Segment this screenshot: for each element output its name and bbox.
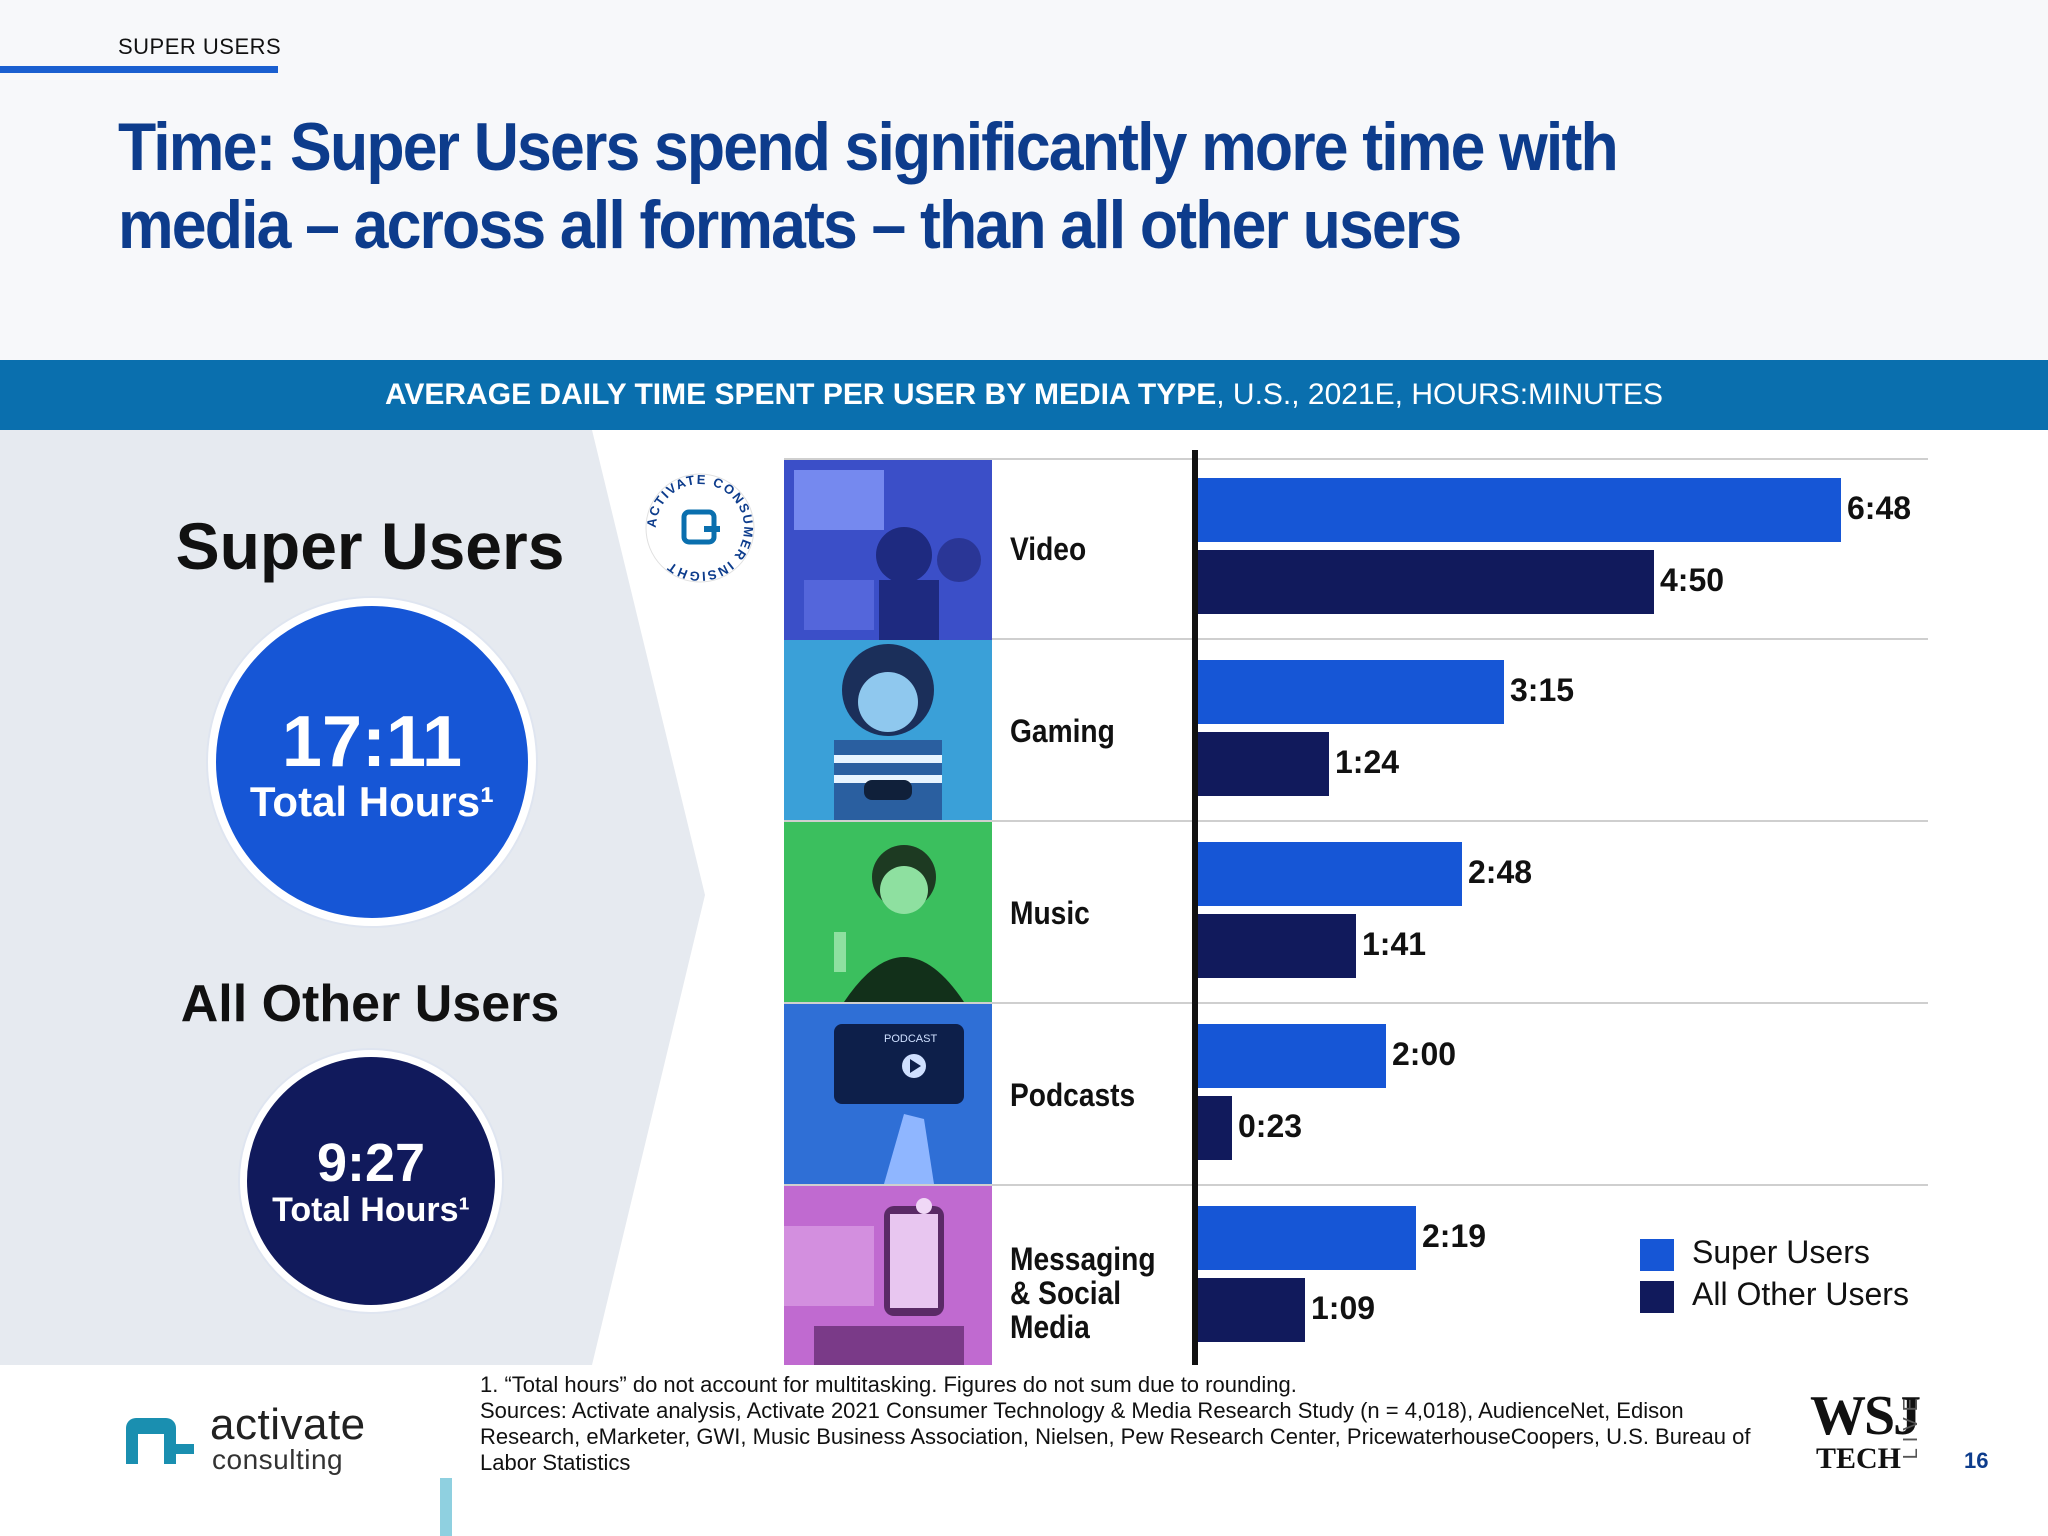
other-users-title: All Other Users <box>180 975 560 1033</box>
accent-bar <box>440 1478 452 1536</box>
legend-item-other: All Other Users <box>1640 1276 1909 1313</box>
banner-bold: AVERAGE DAILY TIME SPENT PER USER BY MED… <box>384 378 1217 411</box>
video-photo <box>784 460 992 640</box>
logo-name: activate <box>210 1400 366 1449</box>
section-label: SUPER USERS <box>118 34 282 59</box>
chart-banner: AVERAGE DAILY TIME SPENT PER USER BY MED… <box>0 360 2048 430</box>
wsj-tech-logo: WSJ TECH <box>1810 1385 1921 1475</box>
messaging-photo <box>784 1186 992 1366</box>
page-title: Time: Super Users spend significantly mo… <box>118 109 1619 263</box>
page-number: 16 <box>1964 1448 1989 1473</box>
section-underline <box>0 66 278 73</box>
row-divider <box>784 820 1928 822</box>
other-users-total-circle: 9:27 Total Hours¹ <box>240 1050 502 1312</box>
footnote: 1. “Total hours” do not account for mult… <box>480 1372 1780 1476</box>
bar-other-users-0 <box>1196 550 1654 614</box>
bar-other-users-3 <box>1196 1096 1232 1160</box>
wsj-tech-text: TECH <box>1816 1442 1902 1475</box>
row-divider <box>784 1184 1928 1186</box>
category-label-podcasts: Podcasts <box>1010 1077 1136 1113</box>
consumer-insight-seal: ACTIVATE CONSUMER INSIGHT <box>644 472 755 584</box>
footnote-sources: Sources: Activate analysis, Activate 202… <box>480 1398 1751 1475</box>
super-users-total-unit: Total Hours¹ <box>249 778 495 825</box>
category-label-messaging: Messaging & Social Media <box>1010 1241 1156 1345</box>
value-label-super-users-0: 6:48 <box>1847 490 1912 526</box>
bar-other-users-1 <box>1196 732 1329 796</box>
music-photo <box>784 822 992 1002</box>
category-label-music: Music <box>1010 895 1090 931</box>
value-label-other-users-0: 4:50 <box>1660 562 1725 598</box>
category-label-gaming: Gaming <box>1010 713 1115 749</box>
legend-swatch-super <box>1640 1238 1674 1271</box>
value-label-other-users-3: 0:23 <box>1238 1108 1303 1144</box>
podcasts-photo: PODCAST <box>784 1004 992 1184</box>
wsj-live-text: LIVE <box>1900 1392 1922 1460</box>
row-divider <box>784 458 1928 460</box>
row-divider <box>784 1002 1928 1004</box>
other-users-total-value: 9:27 <box>316 1133 426 1193</box>
value-label-super-users-1: 3:15 <box>1510 672 1575 708</box>
activate-logo-icon <box>126 1418 194 1464</box>
bar-super-users-1 <box>1196 660 1504 724</box>
bar-super-users-4 <box>1196 1206 1416 1270</box>
row-divider <box>784 638 1928 640</box>
banner-rest: , U.S., 2021E, HOURS:MINUTES <box>1216 378 1664 411</box>
gaming-photo <box>784 640 992 820</box>
value-label-super-users-2: 2:48 <box>1468 854 1533 890</box>
legend-swatch-other <box>1640 1280 1674 1313</box>
footer <box>0 1365 2048 1536</box>
value-label-other-users-1: 1:24 <box>1335 744 1400 780</box>
logo-subtitle: consulting <box>212 1444 344 1475</box>
super-users-total-value: 17:11 <box>281 702 463 782</box>
other-users-total-unit: Total Hours¹ <box>272 1191 470 1229</box>
bar-other-users-4 <box>1196 1278 1305 1342</box>
legend-label-other: All Other Users <box>1692 1276 1909 1312</box>
category-label-video: Video <box>1010 531 1087 567</box>
value-label-super-users-3: 2:00 <box>1392 1036 1457 1072</box>
value-label-other-users-2: 1:41 <box>1362 926 1427 962</box>
bar-other-users-2 <box>1196 914 1356 978</box>
value-label-super-users-4: 2:19 <box>1422 1218 1487 1254</box>
super-users-title: Super Users <box>175 509 565 583</box>
super-users-total-circle: 17:11 Total Hours¹ <box>208 598 536 926</box>
value-label-other-users-4: 1:09 <box>1311 1290 1376 1326</box>
bar-super-users-2 <box>1196 842 1462 906</box>
footnote-1: 1. “Total hours” do not account for mult… <box>480 1372 1297 1397</box>
podcast-screen-text: PODCAST <box>884 1033 937 1045</box>
bar-super-users-0 <box>1196 478 1841 542</box>
legend-item-super: Super Users <box>1640 1234 1870 1271</box>
legend-label-super: Super Users <box>1692 1234 1870 1270</box>
bar-super-users-3 <box>1196 1024 1386 1088</box>
value-axis-baseline <box>1192 450 1198 1370</box>
wsj-logo-text: WSJ <box>1810 1385 1921 1447</box>
